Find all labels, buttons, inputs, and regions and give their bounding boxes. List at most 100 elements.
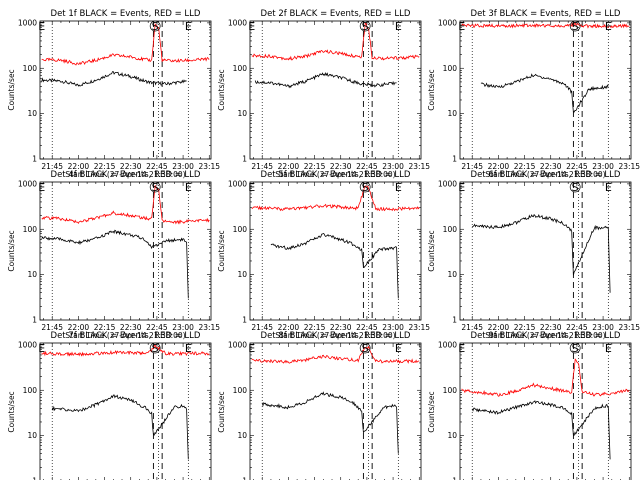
panel-2: Det 2f BLACK = Events, RED = LLD 1 10 100 10… (217, 9, 430, 179)
panel-2-marker-circle (359, 20, 371, 32)
panel-4-y-tick-label: 1000 (18, 179, 37, 188)
panel-1-marker-circle (149, 20, 161, 32)
panel-1-marker-e-3: E (185, 20, 192, 33)
panel-4-marker-e-1: E (38, 181, 45, 194)
panel-6-y-tick-label: 10 (447, 270, 457, 279)
panel-7-marker-e-1: E (38, 342, 45, 355)
panel-4-title: Det 4f BLACK = Events, RED = LLD (51, 170, 201, 180)
panel-1-x-tick-label: 22:00 (68, 162, 90, 171)
panel-3-marker-e-3: E (605, 20, 612, 33)
panel-5-frame (249, 181, 422, 321)
panel-6-x-tick-label: 22:45 (566, 323, 588, 332)
panel-3-marker-circle (569, 20, 581, 32)
panel-6-x-tick-label: 22:30 (540, 323, 562, 332)
panel-9-y-tick-label: 100 (443, 386, 458, 395)
panel-1: Det 1f BLACK = Events, RED = LLD 1 10 100 10… (7, 9, 220, 179)
panel-1-x-tick-label: 22:45 (146, 162, 168, 171)
panel-7: Det 7f BLACK = Events, RED = LLD 1 10 100 10… (7, 331, 212, 480)
panel-6-marker-circle (569, 181, 581, 193)
panel-8-series-lld (251, 345, 420, 364)
panel-4-y-axis: 1 10 100 1000 Counts/sec (7, 179, 211, 325)
panel-6-marker-e-3: E (605, 181, 612, 194)
panel-2-y-tick-label: 1000 (228, 18, 247, 27)
panel-2-x-tick-label: 22:00 (278, 162, 300, 171)
panel-4-marker-circle (149, 181, 161, 193)
panel-1-series-lld (41, 23, 210, 66)
panel-2-marker-e-3: E (395, 20, 402, 33)
panel-8-frame (249, 342, 422, 480)
panel-1-x-tick-label: 23:15 (198, 162, 220, 171)
panel-4-marker-s-2: S (152, 181, 159, 194)
panel-6-y-tick-label: 1 (452, 316, 457, 325)
panel-1-x-tick-label: 22:30 (120, 162, 142, 171)
panel-2-y-tick-label: 10 (237, 109, 247, 118)
panel-7-y-tick-label: 100 (23, 386, 38, 395)
panel-6-marker-s-2: S (572, 181, 579, 194)
panel-1-y-tick-label: 1000 (18, 18, 37, 27)
panel-2-x-axis: 21:45 22:00 22:15 22:30 22:45 23:00 23:15 Start… (251, 21, 430, 179)
panel-1-y-tick-label: 100 (23, 64, 38, 73)
panel-2-x-tick-label: 22:15 (304, 162, 326, 171)
panel-5: Det 5f BLACK = Events, RED = LLD 1 10 100 10… (217, 170, 430, 340)
panel-3-y-tick-label: 10 (447, 109, 457, 118)
panel-6-series-events (472, 214, 611, 293)
panel-7-y-axis: 1 10 100 1000 Counts/sec (7, 340, 211, 480)
panel-5-x-tick-label: 22:45 (356, 323, 378, 332)
panel-2-x-tick-label: 22:30 (330, 162, 352, 171)
panel-1-marker-s-2: S (152, 20, 159, 33)
panel-4-y-tick-label: 1 (32, 316, 37, 325)
panel-3-y-label: Counts/sec (427, 69, 436, 110)
panel-8-marker-circle (359, 342, 371, 354)
panel-5-marker-s-2: S (362, 181, 369, 194)
panel-4-marker-e-3: E (185, 181, 192, 194)
panel-9-y-tick-label: 1000 (438, 340, 457, 349)
panel-1-y-tick-label: 10 (27, 109, 37, 118)
panel-6-y-label: Counts/sec (427, 230, 436, 271)
panel-3-x-tick-label: 22:45 (566, 162, 588, 171)
panel-7-x-axis: 21:4522:0022:1522:3022:4523:0023:15Start… (43, 343, 210, 480)
panel-7-y-label: Counts/sec (7, 391, 16, 432)
panel-1-series-events (41, 71, 187, 87)
panel-3-marker-s-2: S (572, 20, 579, 33)
panel-8-y-label: Counts/sec (217, 391, 226, 432)
panel-6-marker-e-1: E (458, 181, 465, 194)
panel-8-y-tick-label: 1 (242, 477, 247, 480)
panel-5-x-tick-label: 21:45 (251, 323, 273, 332)
panel-1-x-tick-label: 23:00 (172, 162, 194, 171)
panel-5-marker-circle (359, 181, 371, 193)
panel-8-marker-e-1: E (248, 342, 255, 355)
panel-1-frame (39, 20, 212, 160)
panel-3-y-tick-label: 100 (443, 64, 458, 73)
panel-9-marker-e-1: E (458, 342, 465, 355)
panel-5-marker-e-3: E (395, 181, 402, 194)
panel-4-y-tick-label: 100 (23, 225, 38, 234)
panel-9-series-events (471, 400, 611, 460)
panel-5-x-tick-label: 22:30 (330, 323, 352, 332)
panel-2-x-tick-label: 23:00 (382, 162, 404, 171)
panel-9: Det 9f BLACK = Events, RED = LLD 1 10 100 10… (427, 331, 632, 480)
panel-3-y-tick-label: 1 (452, 155, 457, 164)
panel-8-y-axis: 1 10 100 1000 Counts/sec (217, 340, 421, 480)
panel-4-frame (39, 181, 212, 321)
panel-9-y-label: Counts/sec (427, 391, 436, 432)
panel-5-series-events (270, 233, 399, 299)
panel-5-x-label: Start Time (27-Apr-14 21:38:00) (275, 331, 395, 340)
panel-9-marker-circle (569, 342, 581, 354)
panel-9-y-axis: 1 10 100 1000 Counts/sec (427, 340, 631, 480)
panel-8-y-tick-label: 100 (233, 386, 248, 395)
panel-8-marker-s-2: S (362, 342, 369, 355)
panel-5-x-tick-label: 22:15 (304, 323, 326, 332)
panel-6-y-tick-label: 100 (443, 225, 458, 234)
panel-1-y-axis: 1 10 100 1000 Counts/sec (7, 18, 211, 164)
panel-2-series-events (254, 71, 397, 89)
panel-6-x-tick-label: 21:45 (461, 323, 483, 332)
panel-3-x-tick-label: 22:00 (488, 162, 510, 171)
panel-7-series-events (51, 394, 189, 460)
panel-2-y-tick-label: 1 (242, 155, 247, 164)
panel-2-x-tick-label: 23:15 (408, 162, 430, 171)
panel-2-marker-e-1: E (248, 20, 255, 33)
panel-5-x-tick-label: 23:00 (382, 323, 404, 332)
panel-9-frame (459, 342, 632, 480)
panel-9-series-lld (461, 358, 630, 397)
